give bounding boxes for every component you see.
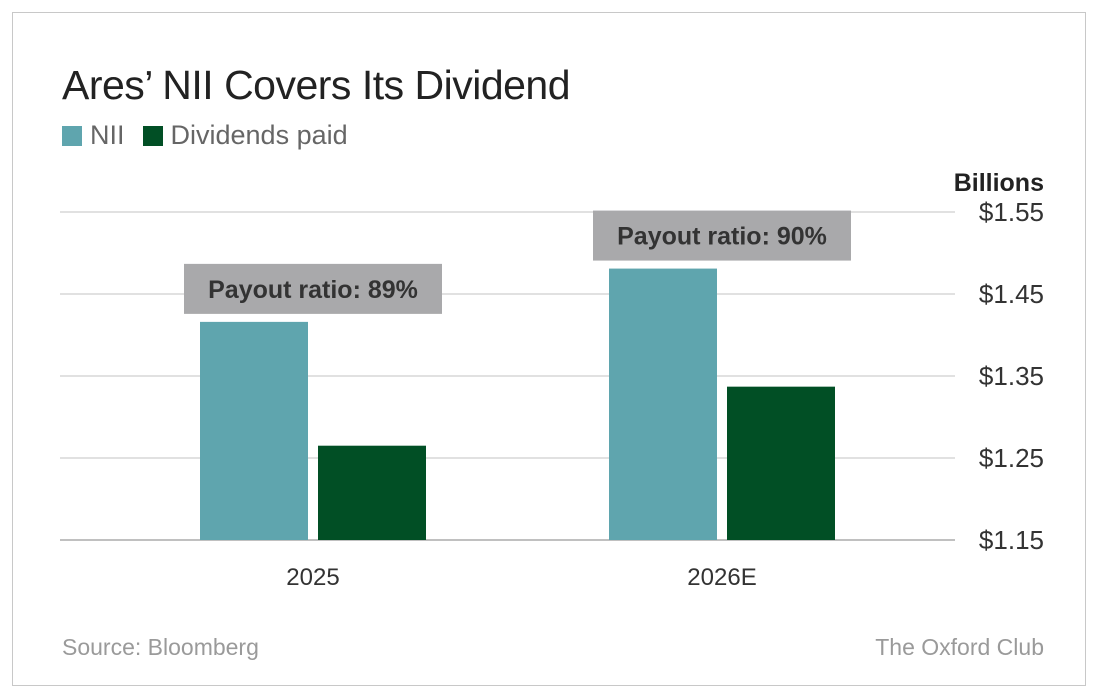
bar-nii — [609, 268, 717, 540]
legend-item-dividends: Dividends paid — [142, 120, 348, 151]
legend-label-nii: NII — [90, 120, 125, 150]
legend: NII Dividends paid — [62, 120, 366, 151]
y-axis-unit-label: Billions — [954, 169, 1044, 197]
brand-credit: The Oxford Club — [875, 634, 1044, 660]
x-tick-labels: 2025 2026E — [286, 564, 756, 591]
annotation-box — [184, 263, 442, 314]
x-tick-label: 2026E — [687, 564, 756, 591]
payout-annotation: Payout ratio: 90% — [593, 210, 851, 261]
legend-label-dividends: Dividends paid — [170, 120, 348, 150]
y-tick-label: $1.45 — [979, 279, 1044, 309]
legend-swatch-dividends — [142, 125, 163, 146]
legend-swatch-nii — [62, 125, 82, 146]
annotation-box — [593, 210, 851, 261]
bars — [200, 268, 835, 540]
y-tick-label: $1.55 — [979, 197, 1044, 227]
chart-title: Ares’ NII Covers Its Dividend — [62, 62, 571, 108]
payout-annotation: Payout ratio: 89% — [184, 263, 442, 314]
y-tick-labels: $1.55 $1.45 $1.35 $1.25 $1.15 — [979, 197, 1044, 555]
annotations: Payout ratio: 89% Payout ratio: 90% — [184, 210, 851, 314]
source-note: Source: Bloomberg — [62, 634, 259, 660]
bar-nii — [200, 321, 308, 540]
chart-frame — [12, 12, 1086, 686]
annotation-label: Payout ratio: 90% — [617, 223, 827, 251]
bar-dividends — [727, 386, 835, 540]
bar-dividends — [318, 445, 426, 540]
x-tick-label: 2025 — [286, 564, 339, 591]
y-tick-label: $1.15 — [979, 525, 1044, 555]
y-tick-label: $1.25 — [979, 443, 1044, 473]
y-tick-label: $1.35 — [979, 361, 1044, 391]
annotation-label: Payout ratio: 89% — [208, 276, 418, 304]
legend-item-nii: NII — [62, 120, 125, 151]
